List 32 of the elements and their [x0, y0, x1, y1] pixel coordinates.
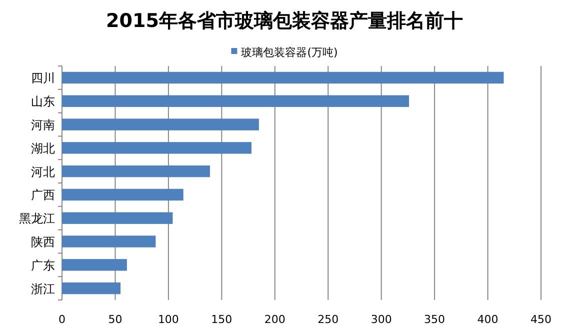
bar: [62, 188, 184, 201]
bar: [62, 72, 504, 84]
bar: [62, 212, 173, 224]
x-tick-label: 250: [318, 313, 339, 326]
y-tick-label: 广西: [31, 188, 55, 202]
x-tick-label: 0: [58, 313, 66, 326]
x-tick-label: 100: [158, 313, 179, 326]
y-tick-label: 河南: [31, 118, 55, 132]
x-tick-label: 350: [424, 313, 446, 326]
bar: [62, 118, 259, 130]
y-tick-label: 湖北: [31, 141, 55, 156]
bar: [62, 165, 210, 178]
y-tick-label: 河北: [31, 164, 55, 179]
x-tick-label: 450: [530, 313, 552, 326]
legend: 玻璃包装容器(万吨): [231, 46, 338, 59]
x-tick-label: 150: [211, 313, 232, 326]
y-tick-label: 广东: [31, 258, 55, 272]
bar: [62, 282, 121, 294]
bar: [62, 95, 410, 107]
y-tick-label: 浙江: [31, 282, 55, 296]
y-tick-label: 陕西: [31, 235, 55, 249]
x-tick-label: 400: [477, 313, 498, 326]
bar: [62, 142, 252, 154]
x-tick-label: 300: [370, 313, 392, 326]
y-tick-label: 四川: [31, 71, 55, 86]
chart-title: 2015年各省市玻璃包装容器产量排名前十: [106, 10, 463, 32]
y-tick-label: 黑龙江: [19, 212, 55, 226]
x-tick-label: 200: [264, 313, 286, 326]
bar: [62, 259, 127, 271]
y-tick-label: 山东: [31, 94, 55, 109]
bar: [62, 236, 156, 248]
x-tick-label: 50: [108, 313, 122, 326]
